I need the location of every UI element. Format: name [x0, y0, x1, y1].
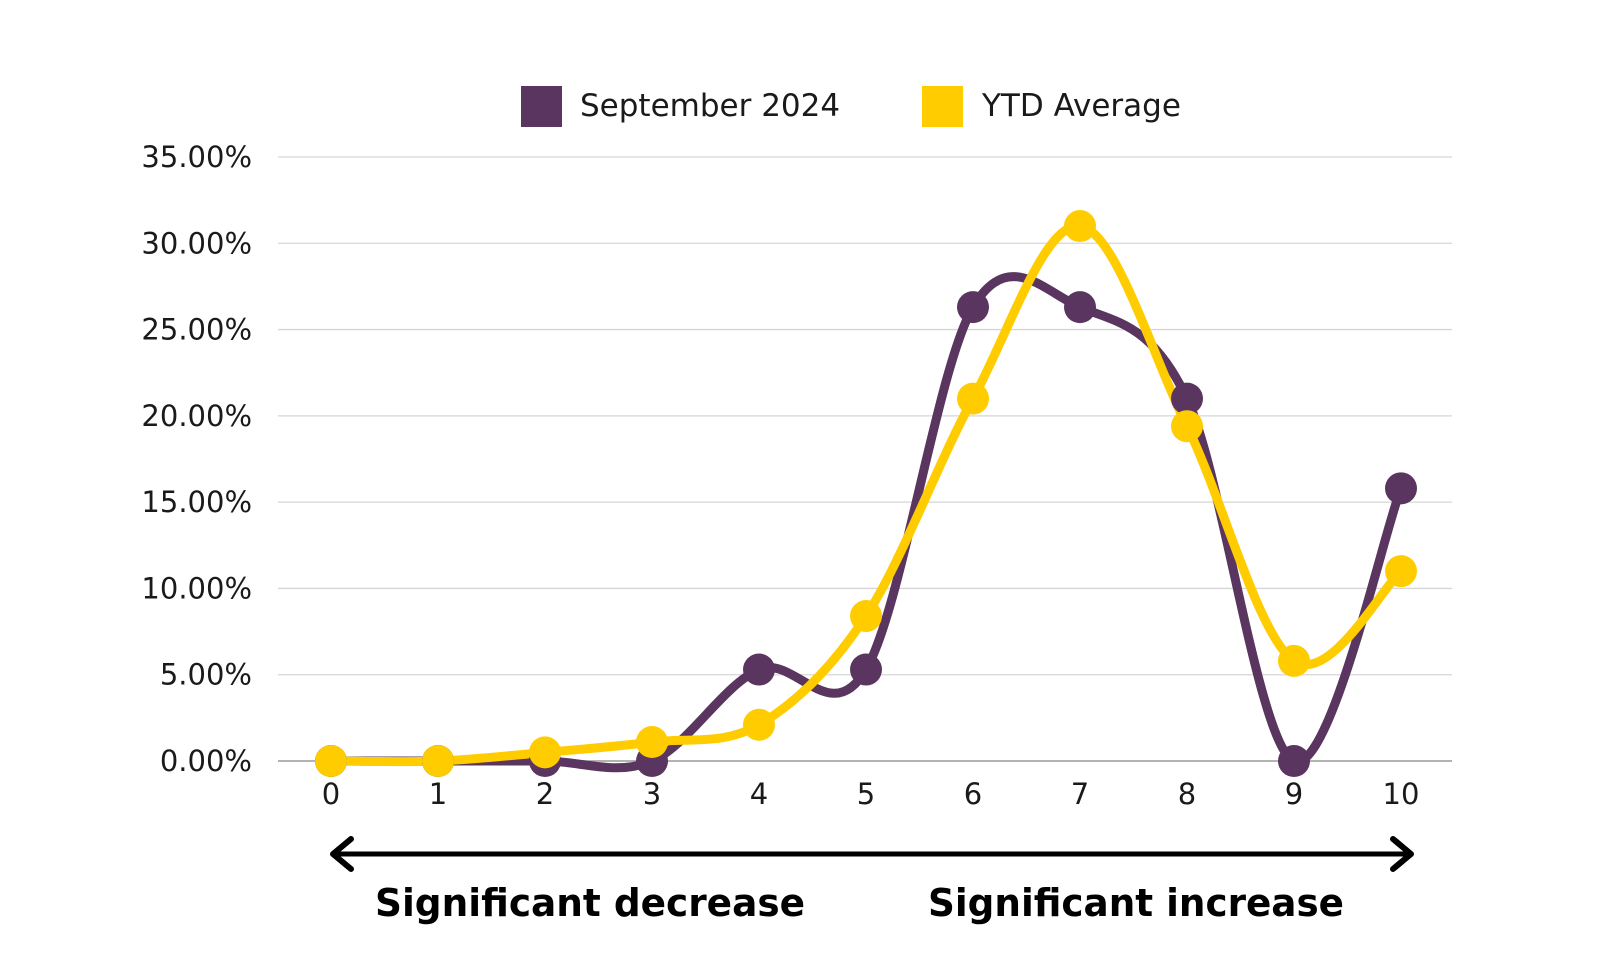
- x-tick-label-0: 0: [322, 777, 340, 811]
- annotation-significant-decrease: Significant decrease: [375, 881, 805, 925]
- data-point-september-2024-8[interactable]: [1171, 382, 1203, 415]
- arrow-head-right: [1390, 836, 1414, 872]
- legend-item-ytd-average[interactable]: YTD Average: [922, 86, 1181, 127]
- x-tick-label-6: 6: [964, 777, 982, 811]
- y-tick-label-30-00: 30.00%: [141, 226, 252, 260]
- y-tick-label-25-00: 25.00%: [141, 313, 252, 347]
- x-tick-label-4: 4: [750, 777, 768, 811]
- direction-arrow: [330, 836, 1414, 872]
- legend: September 2024 YTD Average: [521, 86, 1181, 127]
- series-points: [315, 210, 1417, 777]
- annotation-significant-increase: Significant increase: [928, 881, 1344, 925]
- legend-label-september-2024: September 2024: [580, 88, 840, 124]
- y-tick-label-35-00: 35.00%: [141, 140, 252, 174]
- data-point-ytd-average-7[interactable]: [1064, 210, 1096, 243]
- y-tick-label-15-00: 15.00%: [141, 485, 252, 519]
- data-point-ytd-average-10[interactable]: [1385, 555, 1417, 588]
- x-tick-label-1: 1: [429, 777, 447, 811]
- data-point-ytd-average-4[interactable]: [743, 708, 775, 741]
- data-point-ytd-average-2[interactable]: [529, 736, 561, 769]
- series-line-september-2024: [326, 272, 1406, 773]
- data-point-september-2024-7[interactable]: [1064, 291, 1096, 324]
- data-point-september-2024-9[interactable]: [1278, 745, 1310, 777]
- series-lines: [326, 221, 1406, 773]
- x-tick-label-3: 3: [643, 777, 661, 811]
- legend-swatch-september-2024: [521, 86, 562, 127]
- x-tick-label-9: 9: [1285, 777, 1303, 811]
- data-point-september-2024-6[interactable]: [957, 291, 989, 324]
- legend-label-ytd-average: YTD Average: [981, 88, 1181, 124]
- arrow-head-left: [330, 836, 354, 872]
- data-point-ytd-average-0[interactable]: [315, 745, 347, 777]
- y-tick-label-0-00: 0.00%: [160, 744, 252, 778]
- data-point-september-2024-5[interactable]: [850, 653, 882, 686]
- data-point-september-2024-4[interactable]: [743, 653, 775, 686]
- data-point-ytd-average-3[interactable]: [636, 726, 668, 759]
- x-tick-label-5: 5: [857, 777, 875, 811]
- data-point-ytd-average-9[interactable]: [1278, 644, 1310, 677]
- x-tick-label-7: 7: [1071, 777, 1089, 811]
- legend-swatch-ytd-average: [922, 86, 963, 127]
- x-axis-tick-labels: 0 1 2 3 4 5 6 7 8 9 10: [322, 777, 1420, 811]
- y-tick-label-10-00: 10.00%: [141, 571, 252, 605]
- data-point-ytd-average-6[interactable]: [957, 382, 989, 415]
- y-axis-tick-labels: 0.00% 5.00% 10.00% 15.00% 20.00% 25.00% 30.00%…: [141, 140, 252, 778]
- x-tick-label-2: 2: [536, 777, 554, 811]
- legend-item-september-2024[interactable]: September 2024: [521, 86, 840, 127]
- data-point-ytd-average-8[interactable]: [1171, 410, 1203, 443]
- data-point-ytd-average-1[interactable]: [422, 745, 454, 777]
- data-point-september-2024-10[interactable]: [1385, 472, 1417, 505]
- x-tick-label-10: 10: [1383, 777, 1420, 811]
- x-tick-label-8: 8: [1178, 777, 1196, 811]
- data-point-ytd-average-5[interactable]: [850, 600, 882, 633]
- y-tick-label-5-00: 5.00%: [160, 658, 252, 692]
- gridlines: [278, 156, 1452, 762]
- y-tick-label-20-00: 20.00%: [141, 399, 252, 433]
